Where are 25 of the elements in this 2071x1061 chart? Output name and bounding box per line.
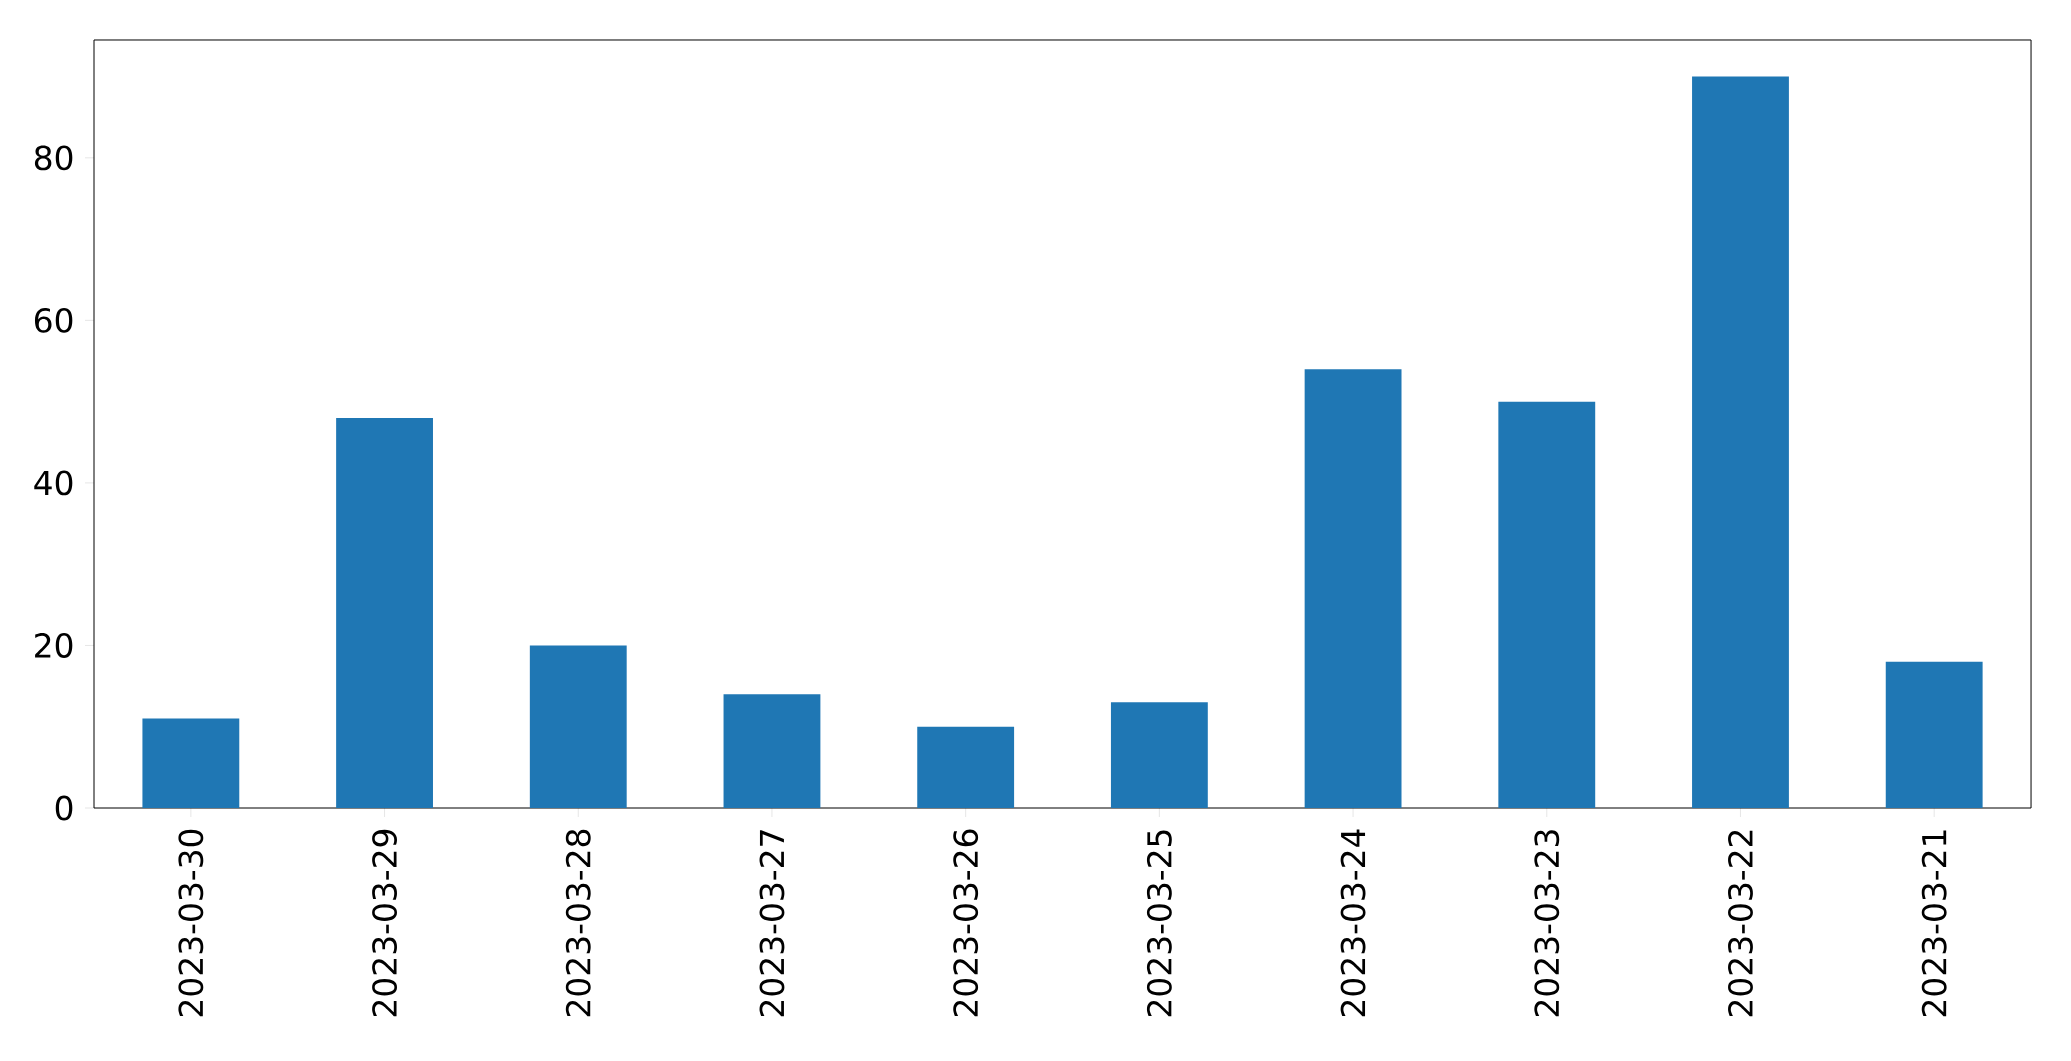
y-tick-label: 0 (55, 795, 73, 821)
x-tick-label: 2023-03-24 (1340, 829, 1366, 1017)
x-tick-label: 2023-03-21 (1921, 830, 1947, 1017)
bar (917, 726, 1015, 808)
x-tick-label: 2023-03-29 (372, 829, 397, 1017)
y-tick-label: 60 (34, 307, 73, 333)
bar (1885, 661, 1983, 808)
bar (723, 694, 821, 808)
bar (142, 718, 240, 808)
x-tick-label: 2023-03-28 (565, 829, 591, 1017)
x-tick-label: 2023-03-22 (1728, 830, 1753, 1017)
bar (1110, 702, 1208, 808)
bar (1498, 401, 1596, 808)
x-tick-label: 2023-03-27 (759, 830, 785, 1017)
x-tick-label: 2023-03-30 (178, 829, 204, 1017)
x-tick-label: 2023-03-26 (953, 829, 979, 1017)
bar (1304, 369, 1402, 808)
bar (529, 645, 627, 808)
x-tick-label: 2023-03-25 (1146, 830, 1172, 1017)
bar (336, 417, 433, 808)
y-tick-label: 80 (34, 145, 73, 171)
y-tick-label: 20 (35, 633, 73, 658)
x-tick-label: 2023-03-23 (1534, 830, 1560, 1017)
y-tick-label: 40 (34, 470, 73, 496)
bar (1692, 76, 1789, 808)
